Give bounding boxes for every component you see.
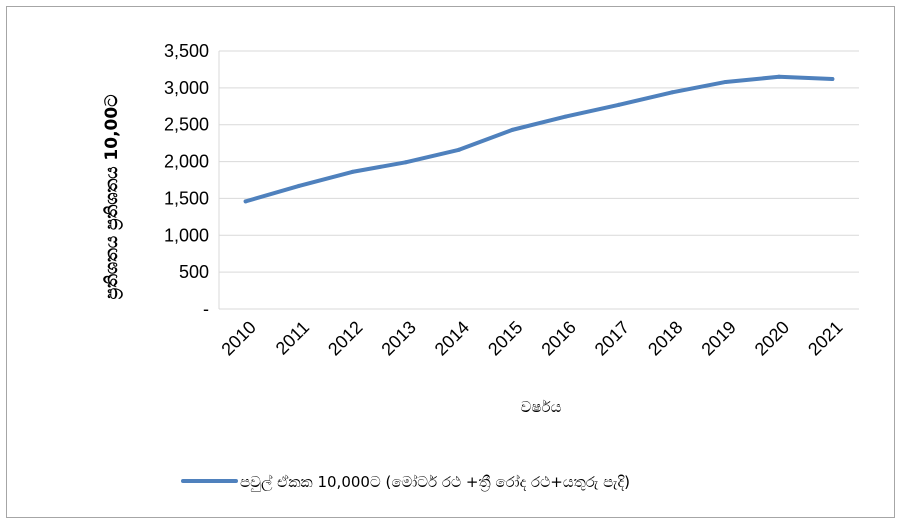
legend: පවුල් ඒකක 10,000ට (මෝටර් රථ +ත්‍රී රෝද ර… xyxy=(181,473,630,492)
data-point xyxy=(617,102,621,107)
data-point xyxy=(777,74,781,79)
y-tick-label: 2,000 xyxy=(164,152,209,172)
data-point xyxy=(510,127,515,132)
legend-label: පවුල් ඒකක 10,000ට (මෝටර් රථ +ත්‍රී රෝද ර… xyxy=(240,473,630,492)
y-tick-label: 1,500 xyxy=(164,188,209,208)
data-point xyxy=(563,114,568,119)
y-tick-label: 2,500 xyxy=(164,115,209,135)
data-point xyxy=(457,147,461,152)
y-tick-label: 500 xyxy=(179,262,209,282)
data-point xyxy=(243,199,248,204)
data-point xyxy=(723,79,728,84)
x-axis-label: වර්ෂය xyxy=(521,398,562,416)
data-point xyxy=(830,77,835,82)
series-layer xyxy=(243,74,835,204)
y-axis-ticks: - 500 1,000 1,500 2,000 2,500 3,000 3,500 xyxy=(164,41,209,319)
data-point xyxy=(403,160,408,165)
y-axis-label: ප්‍රතිශතය ප්‍රතිශතය 10,00ට xyxy=(102,95,123,300)
y-tick-label: - xyxy=(203,299,209,319)
series-line xyxy=(243,74,835,204)
y-tick-label: 1,000 xyxy=(164,225,209,245)
data-point xyxy=(350,169,355,174)
chart-frame xyxy=(6,6,895,518)
data-point xyxy=(670,90,675,95)
y-tick-label: 3,000 xyxy=(164,78,209,98)
data-point xyxy=(297,183,301,188)
y-tick-label: 3,500 xyxy=(164,41,209,61)
